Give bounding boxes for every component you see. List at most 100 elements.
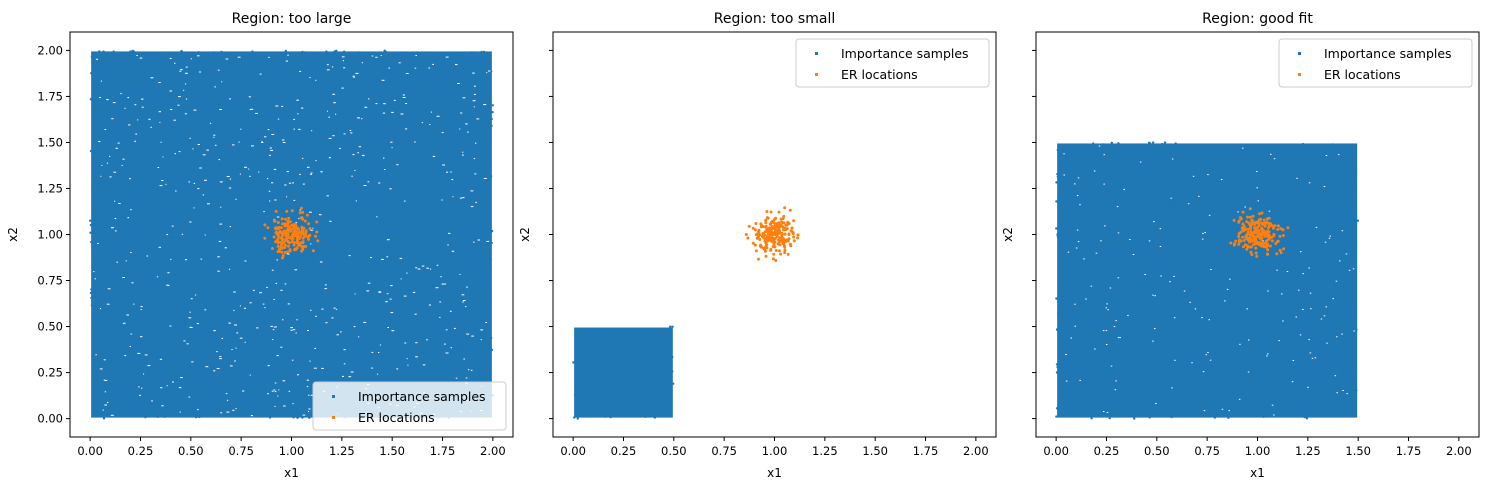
importance-sample-point — [1132, 300, 1134, 302]
importance-sample-point — [1121, 299, 1123, 301]
importance-sample-point — [207, 330, 209, 332]
er-location-point — [301, 247, 304, 250]
importance-sample-point — [313, 325, 315, 327]
importance-sample-point — [118, 137, 120, 139]
importance-sample-point — [484, 113, 486, 115]
sample-gap — [213, 370, 215, 371]
importance-sample-point — [454, 211, 456, 213]
importance-sample-point — [350, 351, 352, 353]
importance-sample-point — [1236, 164, 1238, 166]
importance-sample-point — [283, 145, 285, 147]
importance-sample-point — [1305, 316, 1307, 318]
importance-sample-point — [356, 157, 358, 159]
importance-sample-point — [1322, 242, 1324, 244]
importance-sample-point — [476, 163, 478, 165]
er-location-point — [300, 232, 303, 235]
er-location-point — [789, 209, 792, 212]
importance-sample-point — [152, 184, 154, 186]
importance-sample-point — [387, 295, 389, 297]
importance-sample-point — [144, 90, 146, 92]
importance-sample-point — [216, 223, 218, 225]
importance-sample-point — [411, 304, 413, 306]
importance-sample-point — [95, 343, 97, 345]
importance-sample-point — [207, 221, 209, 223]
importance-sample-point — [130, 94, 132, 96]
importance-sample-point — [1329, 296, 1331, 298]
sample-gap — [452, 251, 455, 252]
importance-sample-point — [429, 198, 431, 200]
importance-sample-point — [1306, 296, 1308, 298]
importance-sample-point — [249, 124, 251, 126]
importance-sample-point — [1227, 235, 1229, 237]
importance-sample-point — [1304, 223, 1306, 225]
sample-gap — [407, 365, 408, 366]
importance-sample-point — [348, 66, 350, 68]
importance-sample-point — [1331, 381, 1333, 383]
importance-sample-point — [1142, 288, 1144, 290]
importance-sample-point — [200, 360, 202, 362]
er-location-point — [297, 228, 300, 231]
importance-sample-point — [1077, 395, 1079, 397]
importance-sample-point — [124, 222, 126, 224]
importance-sample-point — [398, 54, 400, 56]
sample-gap — [219, 241, 222, 242]
importance-sample-point — [491, 118, 493, 120]
importance-sample-point — [1327, 290, 1329, 292]
sample-gap — [375, 57, 377, 58]
importance-sample-point — [368, 310, 370, 312]
sample-gap — [473, 242, 475, 243]
importance-sample-point — [131, 241, 133, 243]
er-location-point — [275, 210, 278, 213]
importance-sample-point — [1089, 145, 1091, 147]
importance-sample-point — [444, 350, 446, 352]
sample-gap — [170, 259, 171, 260]
importance-sample-point — [1315, 210, 1317, 212]
importance-sample-point — [208, 167, 210, 169]
importance-sample-point — [286, 137, 288, 139]
importance-sample-point — [247, 349, 249, 351]
importance-sample-point — [336, 319, 338, 321]
importance-sample-point — [313, 267, 315, 269]
importance-sample-point — [115, 306, 117, 308]
importance-sample-point — [1263, 366, 1265, 368]
importance-sample-point — [1334, 168, 1336, 170]
importance-sample-point — [454, 107, 456, 109]
importance-sample-point — [97, 206, 99, 208]
importance-sample-point — [1206, 192, 1208, 194]
importance-sample-point — [193, 407, 195, 409]
importance-sample-point — [194, 102, 196, 104]
importance-sample-point — [442, 318, 444, 320]
importance-sample-point — [615, 404, 617, 406]
importance-sample-point — [216, 220, 218, 222]
sample-gap — [344, 363, 346, 364]
importance-sample-point — [406, 335, 408, 337]
sample-gap — [222, 338, 223, 339]
importance-sample-point — [291, 300, 293, 302]
importance-sample-point — [268, 353, 270, 355]
importance-sample-point — [1347, 235, 1349, 237]
importance-sample-point — [471, 253, 473, 255]
importance-sample-point — [312, 79, 314, 81]
importance-sample-point — [343, 311, 345, 313]
importance-sample-point — [461, 349, 463, 351]
importance-sample-point — [1261, 307, 1263, 309]
importance-sample-point — [483, 233, 485, 235]
importance-sample-point — [234, 90, 236, 92]
x-axis-label: x1 — [284, 466, 299, 480]
importance-sample-point — [159, 349, 161, 351]
importance-sample-point — [1101, 278, 1103, 280]
importance-sample-point — [127, 375, 129, 377]
importance-sample-point — [120, 66, 122, 68]
importance-sample-point — [144, 416, 146, 418]
importance-sample-point — [455, 279, 457, 281]
importance-sample-point — [1338, 226, 1340, 228]
sample-gap — [297, 113, 298, 114]
importance-sample-point — [1110, 309, 1112, 311]
sample-gap — [302, 158, 303, 159]
importance-sample-point — [129, 50, 131, 52]
importance-sample-point — [226, 292, 228, 294]
importance-sample-point — [157, 263, 159, 265]
importance-sample-point — [487, 180, 489, 182]
importance-sample-point — [109, 220, 111, 222]
sample-gap — [107, 163, 108, 164]
